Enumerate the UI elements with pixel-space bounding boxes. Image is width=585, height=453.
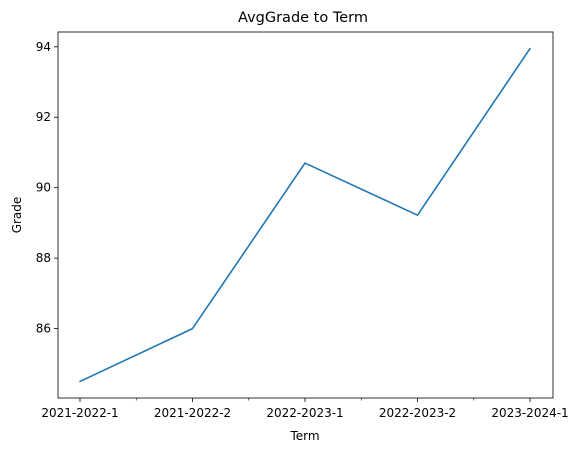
y-tick-label: 86 xyxy=(36,322,51,336)
plot-area: 86 88 90 92 94 2021-2022-1 2021-2022-2 2022-202… xyxy=(36,31,569,420)
y-axis-label: Grade xyxy=(10,197,24,234)
x-tick-label: 2022-2023-2 xyxy=(379,406,456,420)
x-axis-label: Term xyxy=(289,429,319,443)
x-tick-label: 2021-2022-1 xyxy=(41,406,118,420)
y-tick-label: 92 xyxy=(36,110,51,124)
x-tick-label: 2021-2022-2 xyxy=(154,406,231,420)
y-tick-label: 94 xyxy=(36,40,51,54)
plot-frame xyxy=(57,31,554,399)
chart-title: AvgGrade to Term xyxy=(238,10,368,26)
x-tick-label: 2022-2023-1 xyxy=(266,406,343,420)
y-tick-label: 88 xyxy=(36,251,51,265)
x-tick-label: 2023-2024-1 xyxy=(491,406,568,420)
y-tick-label: 90 xyxy=(36,181,51,195)
series-line xyxy=(79,47,531,383)
